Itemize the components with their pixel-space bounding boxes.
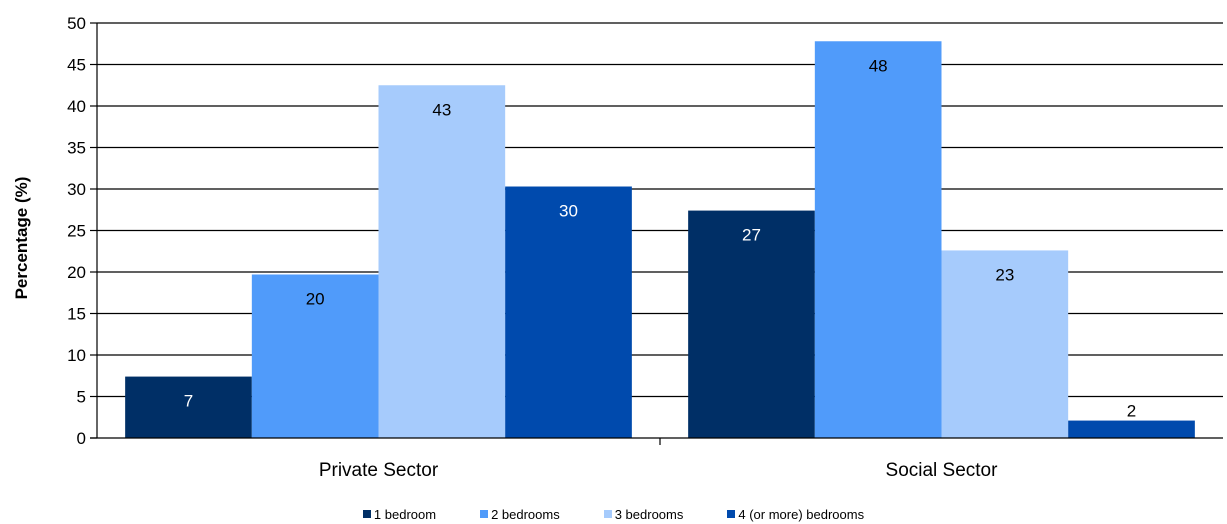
bar [941, 250, 1069, 438]
y-tick-label: 15 [67, 305, 86, 324]
x-tick-label: Private Sector [319, 460, 439, 481]
legend-label: 1 bedroom [373, 506, 437, 522]
legend-item: 4 (or more) bedrooms [727, 507, 864, 522]
data-label: 30 [559, 202, 578, 221]
data-label: 2 [1127, 402, 1136, 421]
data-label: 20 [306, 289, 325, 308]
legend-swatch [727, 510, 736, 518]
legend-swatch [362, 510, 371, 518]
y-axis-label: Percentage (%) [12, 177, 31, 300]
y-tick-label: 10 [67, 346, 86, 365]
legend-swatch [480, 510, 489, 518]
y-tick-labels: 0 5 10 15 20 25 30 35 40 45 50 [67, 14, 86, 448]
bar [688, 210, 815, 438]
legend-label: 2 bedrooms [491, 506, 560, 522]
legend: 1 bedroom 2 bedrooms 3 bedrooms 4 (or more)… [0, 505, 1227, 523]
y-tick-label: 35 [67, 139, 86, 158]
data-labels: 7 20 43 30 27 48 23 2 [184, 56, 1136, 420]
bar [814, 41, 942, 438]
legend-label: 3 bedrooms [614, 506, 684, 522]
legend-swatch [603, 510, 612, 518]
legend-item: 1 bedroom [362, 506, 437, 522]
y-tick-label: 0 [77, 429, 86, 448]
y-tick-label: 20 [67, 263, 86, 282]
data-label: 23 [995, 265, 1014, 284]
y-tick-label: 30 [67, 180, 86, 199]
legend-label: 4 (or more) bedrooms [738, 506, 865, 522]
data-label: 7 [184, 392, 193, 411]
data-label: 27 [742, 226, 761, 245]
y-tick-label: 5 [77, 388, 86, 407]
bar [125, 376, 252, 438]
bars [125, 41, 1195, 438]
x-tick-label: Social Sector [886, 460, 999, 481]
legend-item: 3 bedrooms [603, 506, 684, 522]
data-label: 43 [432, 100, 451, 119]
legend-item: 2 bedrooms [480, 507, 560, 522]
bar [505, 186, 632, 438]
y-tick-label: 45 [67, 56, 86, 75]
bar [378, 85, 506, 438]
y-tick-label: 50 [67, 14, 86, 33]
y-tick-label: 25 [67, 222, 86, 241]
y-tick-label: 40 [67, 97, 86, 116]
bar [251, 274, 379, 438]
data-label: 48 [869, 56, 888, 75]
x-tick-labels: Private Sector Social Sector [319, 460, 998, 481]
bar [1068, 420, 1195, 438]
axes [90, 22, 1223, 445]
